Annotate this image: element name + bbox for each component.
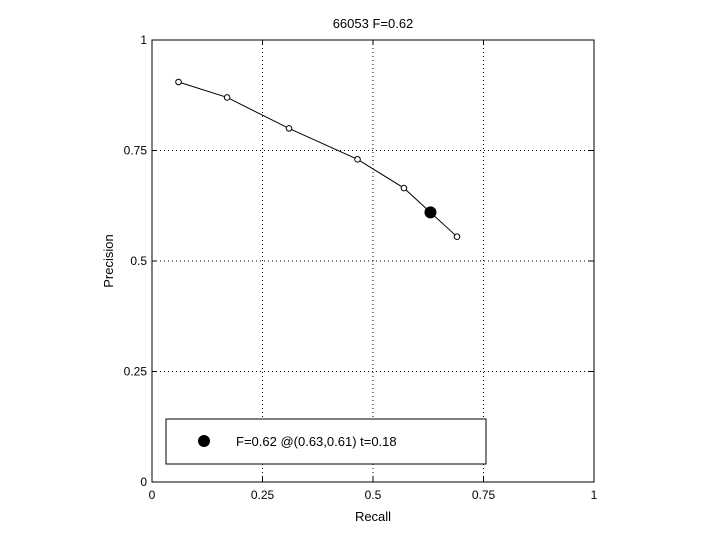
legend-box [165,418,487,465]
x-axis-label: Recall [355,509,391,524]
series-group [175,78,461,240]
y-tick-label-4: 1 [140,33,147,47]
legend: F=0.62 @(0.63,0.61) t=0.18 [165,418,487,465]
data-point-4 [400,184,408,192]
y-axis-label: Precision [101,234,116,287]
data-point-5 [453,233,461,240]
grid [152,40,594,482]
x-tick-label-0: 0 [149,488,156,502]
y-tick-label-3: 0.75 [124,144,148,158]
data-point-2 [285,125,293,132]
x-tick-label-3: 0.75 [472,488,496,502]
y-tick-label-0: 0 [140,475,147,489]
data-point-0 [175,78,182,86]
y-tick-label-2: 0.5 [130,254,147,268]
legend-marker [198,435,210,447]
chart-title: 66053 F=0.62 [333,16,414,31]
legend-text: F=0.62 @(0.63,0.61) t=0.18 [236,434,397,449]
axis-ticks: 0 0.25 0.5 0.75 1 0 0.25 0.5 0.75 1 [124,33,598,502]
y-tick-label-1: 0.25 [124,365,148,379]
x-tick-label-1: 0.25 [251,488,275,502]
best-f-point [424,206,437,219]
data-point-3 [354,156,361,163]
x-tick-label-2: 0.5 [365,488,382,502]
x-tick-label-4: 1 [591,488,598,502]
data-point-1 [223,94,231,101]
series-line-0 [178,81,458,238]
